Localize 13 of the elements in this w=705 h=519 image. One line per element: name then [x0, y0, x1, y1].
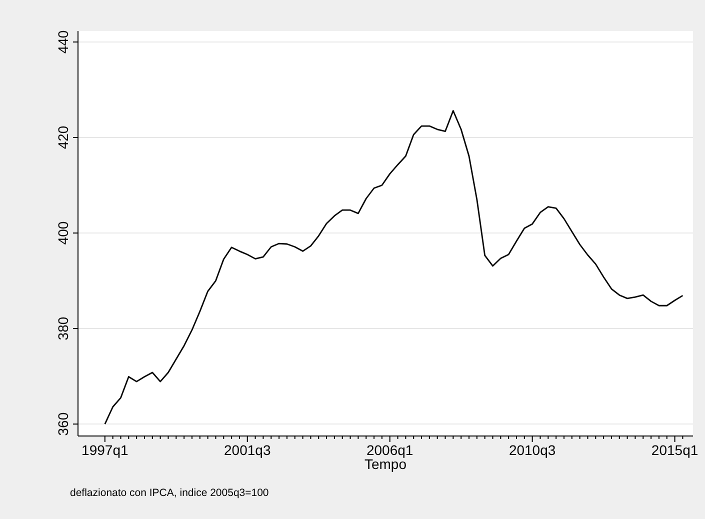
y-tick-label: 360: [55, 412, 71, 436]
x-tick-label: 2015q1: [651, 442, 698, 458]
y-tick-label: 400: [55, 221, 71, 245]
y-tick-label: 440: [55, 30, 71, 54]
text: deflazionato con IPCA, indice 2005q3=100: [70, 487, 269, 499]
x-axis-title: Tempo: [364, 456, 407, 472]
x-tick-label: 2010q3: [508, 442, 556, 458]
x-tick-label: 1997q1: [82, 442, 128, 458]
y-tick-label: 420: [55, 126, 71, 150]
x-tick-label: 2001q3: [224, 442, 271, 458]
line-series: [104, 110, 684, 425]
x-tick-label: 2006q1: [366, 442, 414, 458]
y-tick-label: 380: [55, 316, 71, 340]
